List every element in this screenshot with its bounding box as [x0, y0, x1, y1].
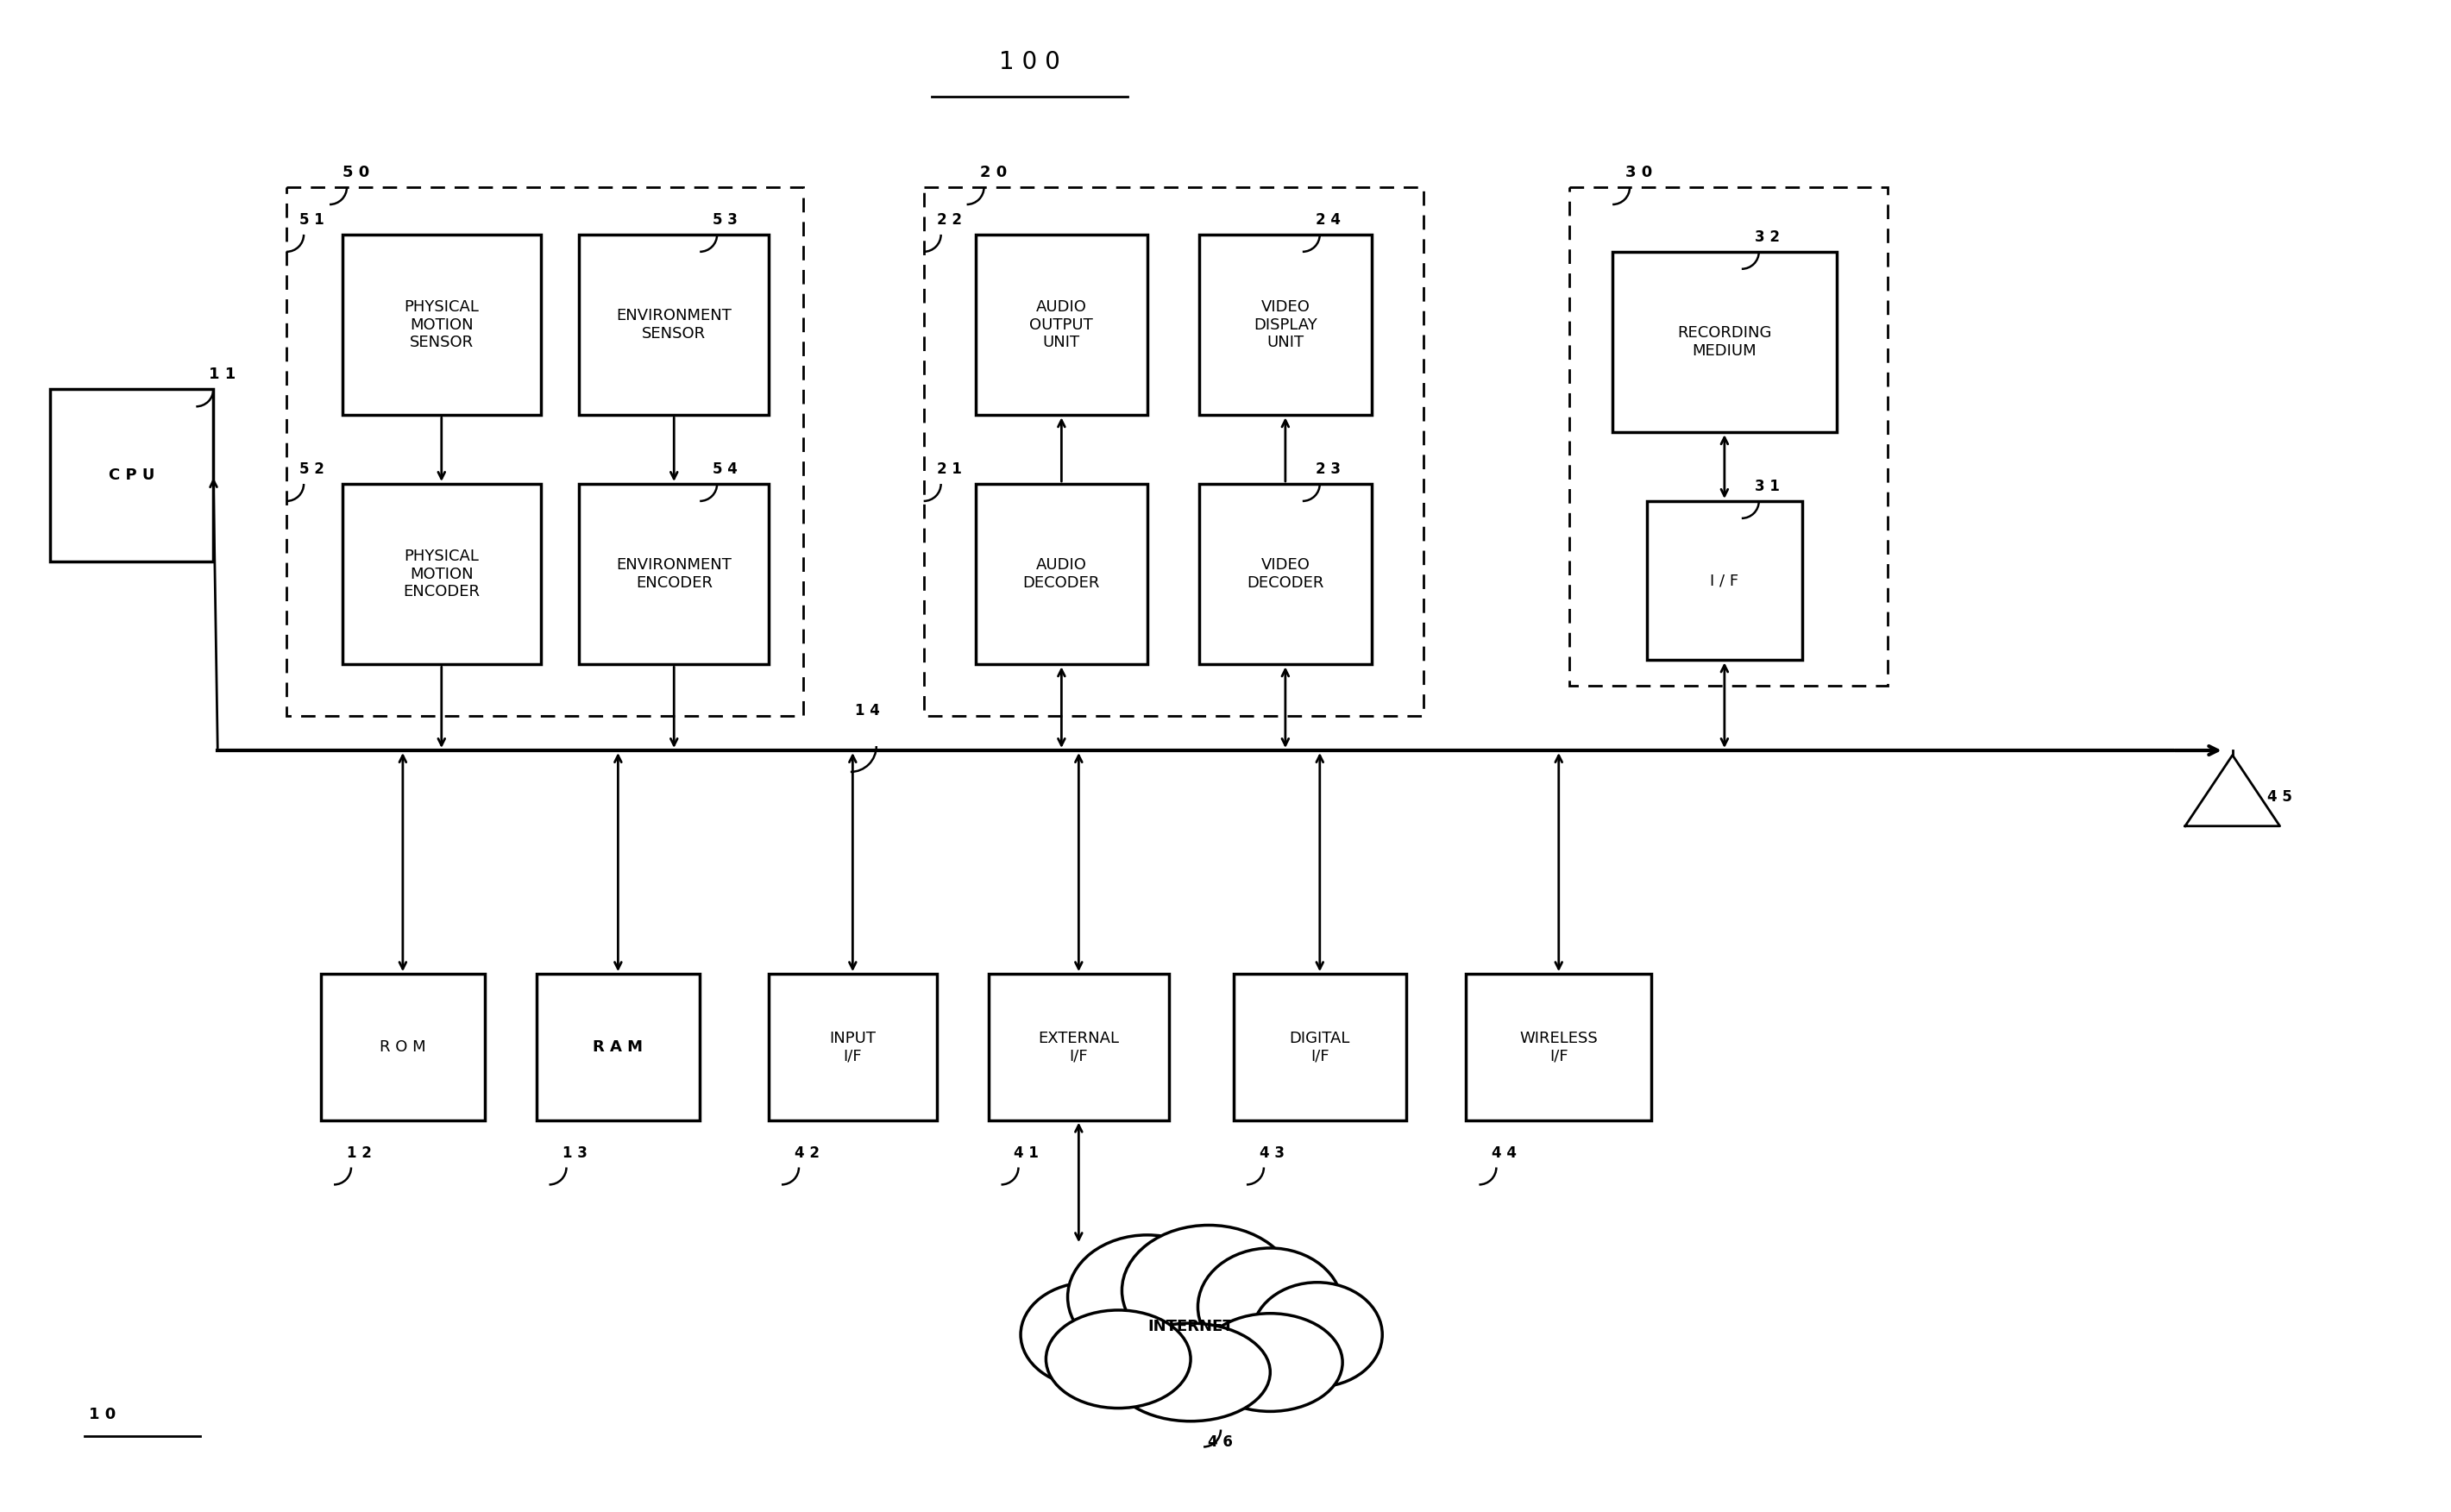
Text: 5 4: 5 4 [713, 461, 738, 476]
Bar [287, 187, 804, 717]
Bar [537, 974, 701, 1120]
Text: ENVIRONMENT
SENSOR: ENVIRONMENT SENSOR [615, 308, 733, 342]
Text: 1 1: 1 1 [208, 367, 235, 383]
Ellipse shape [1252, 1282, 1382, 1387]
Text: 1 2: 1 2 [346, 1145, 373, 1161]
Text: R O M: R O M [380, 1039, 426, 1055]
Text: WIRELESS
I/F: WIRELESS I/F [1520, 1030, 1598, 1064]
Text: INPUT
I/F: INPUT I/F [828, 1030, 875, 1064]
Bar [1466, 974, 1652, 1120]
Bar [49, 389, 213, 561]
Text: PHYSICAL
MOTION
SENSOR: PHYSICAL MOTION SENSOR [404, 299, 478, 351]
Text: 5 2: 5 2 [299, 461, 324, 476]
Bar [1569, 187, 1887, 686]
Text: C P U: C P U [108, 467, 154, 482]
Text: 5 0: 5 0 [343, 165, 370, 180]
Bar [1199, 234, 1373, 416]
Bar [975, 234, 1147, 416]
Bar [770, 974, 936, 1120]
Text: 3 2: 3 2 [1755, 230, 1779, 245]
Text: 1 0: 1 0 [88, 1406, 115, 1421]
Bar [578, 234, 770, 416]
Text: 2 4: 2 4 [1316, 212, 1341, 228]
Text: 1 0 0: 1 0 0 [1000, 50, 1061, 74]
Text: 4 6: 4 6 [1208, 1433, 1233, 1450]
Text: PHYSICAL
MOTION
ENCODER: PHYSICAL MOTION ENCODER [402, 549, 480, 600]
Text: 4 2: 4 2 [794, 1145, 819, 1161]
Text: 5 3: 5 3 [713, 212, 738, 228]
Text: DIGITAL
I/F: DIGITAL I/F [1289, 1030, 1351, 1064]
Text: EXTERNAL
I/F: EXTERNAL I/F [1039, 1030, 1120, 1064]
Text: 3 0: 3 0 [1625, 165, 1652, 180]
Text: I / F: I / F [1711, 573, 1738, 588]
Text: R A M: R A M [593, 1039, 642, 1055]
Text: VIDEO
DECODER: VIDEO DECODER [1248, 558, 1324, 591]
Text: 4 5: 4 5 [2267, 789, 2292, 804]
Bar [1613, 251, 1836, 432]
Bar [1233, 974, 1407, 1120]
Text: 4 3: 4 3 [1260, 1145, 1284, 1161]
Ellipse shape [1110, 1323, 1270, 1421]
Text: ENVIRONMENT
ENCODER: ENVIRONMENT ENCODER [615, 558, 733, 591]
Text: 2 0: 2 0 [980, 165, 1007, 180]
Text: AUDIO
DECODER: AUDIO DECODER [1022, 558, 1100, 591]
Ellipse shape [1047, 1309, 1191, 1408]
Ellipse shape [1199, 1247, 1343, 1365]
Text: 4 4: 4 4 [1493, 1145, 1517, 1161]
Text: AUDIO
OUTPUT
UNIT: AUDIO OUTPUT UNIT [1029, 299, 1093, 351]
Text: INTERNET: INTERNET [1147, 1318, 1233, 1334]
Text: VIDEO
DISPLAY
UNIT: VIDEO DISPLAY UNIT [1252, 299, 1316, 351]
Bar [578, 484, 770, 664]
Text: 4 1: 4 1 [1015, 1145, 1039, 1161]
Text: 3 1: 3 1 [1755, 479, 1779, 494]
Ellipse shape [1020, 1282, 1157, 1387]
Text: 5 1: 5 1 [299, 212, 324, 228]
Ellipse shape [1069, 1235, 1228, 1359]
Bar [988, 974, 1169, 1120]
Bar [321, 974, 485, 1120]
Ellipse shape [1123, 1225, 1297, 1356]
Bar [343, 484, 542, 664]
Text: 2 3: 2 3 [1316, 461, 1341, 476]
Text: 1 3: 1 3 [561, 1145, 586, 1161]
Bar [975, 484, 1147, 664]
Text: RECORDING
MEDIUM: RECORDING MEDIUM [1676, 325, 1772, 358]
Bar [924, 187, 1424, 717]
Text: 2 2: 2 2 [936, 212, 961, 228]
Text: 2 1: 2 1 [936, 461, 961, 476]
Bar [343, 234, 542, 416]
Bar [1647, 500, 1801, 661]
Ellipse shape [1199, 1314, 1343, 1411]
Bar [1199, 484, 1373, 664]
Text: 1 4: 1 4 [855, 703, 880, 718]
